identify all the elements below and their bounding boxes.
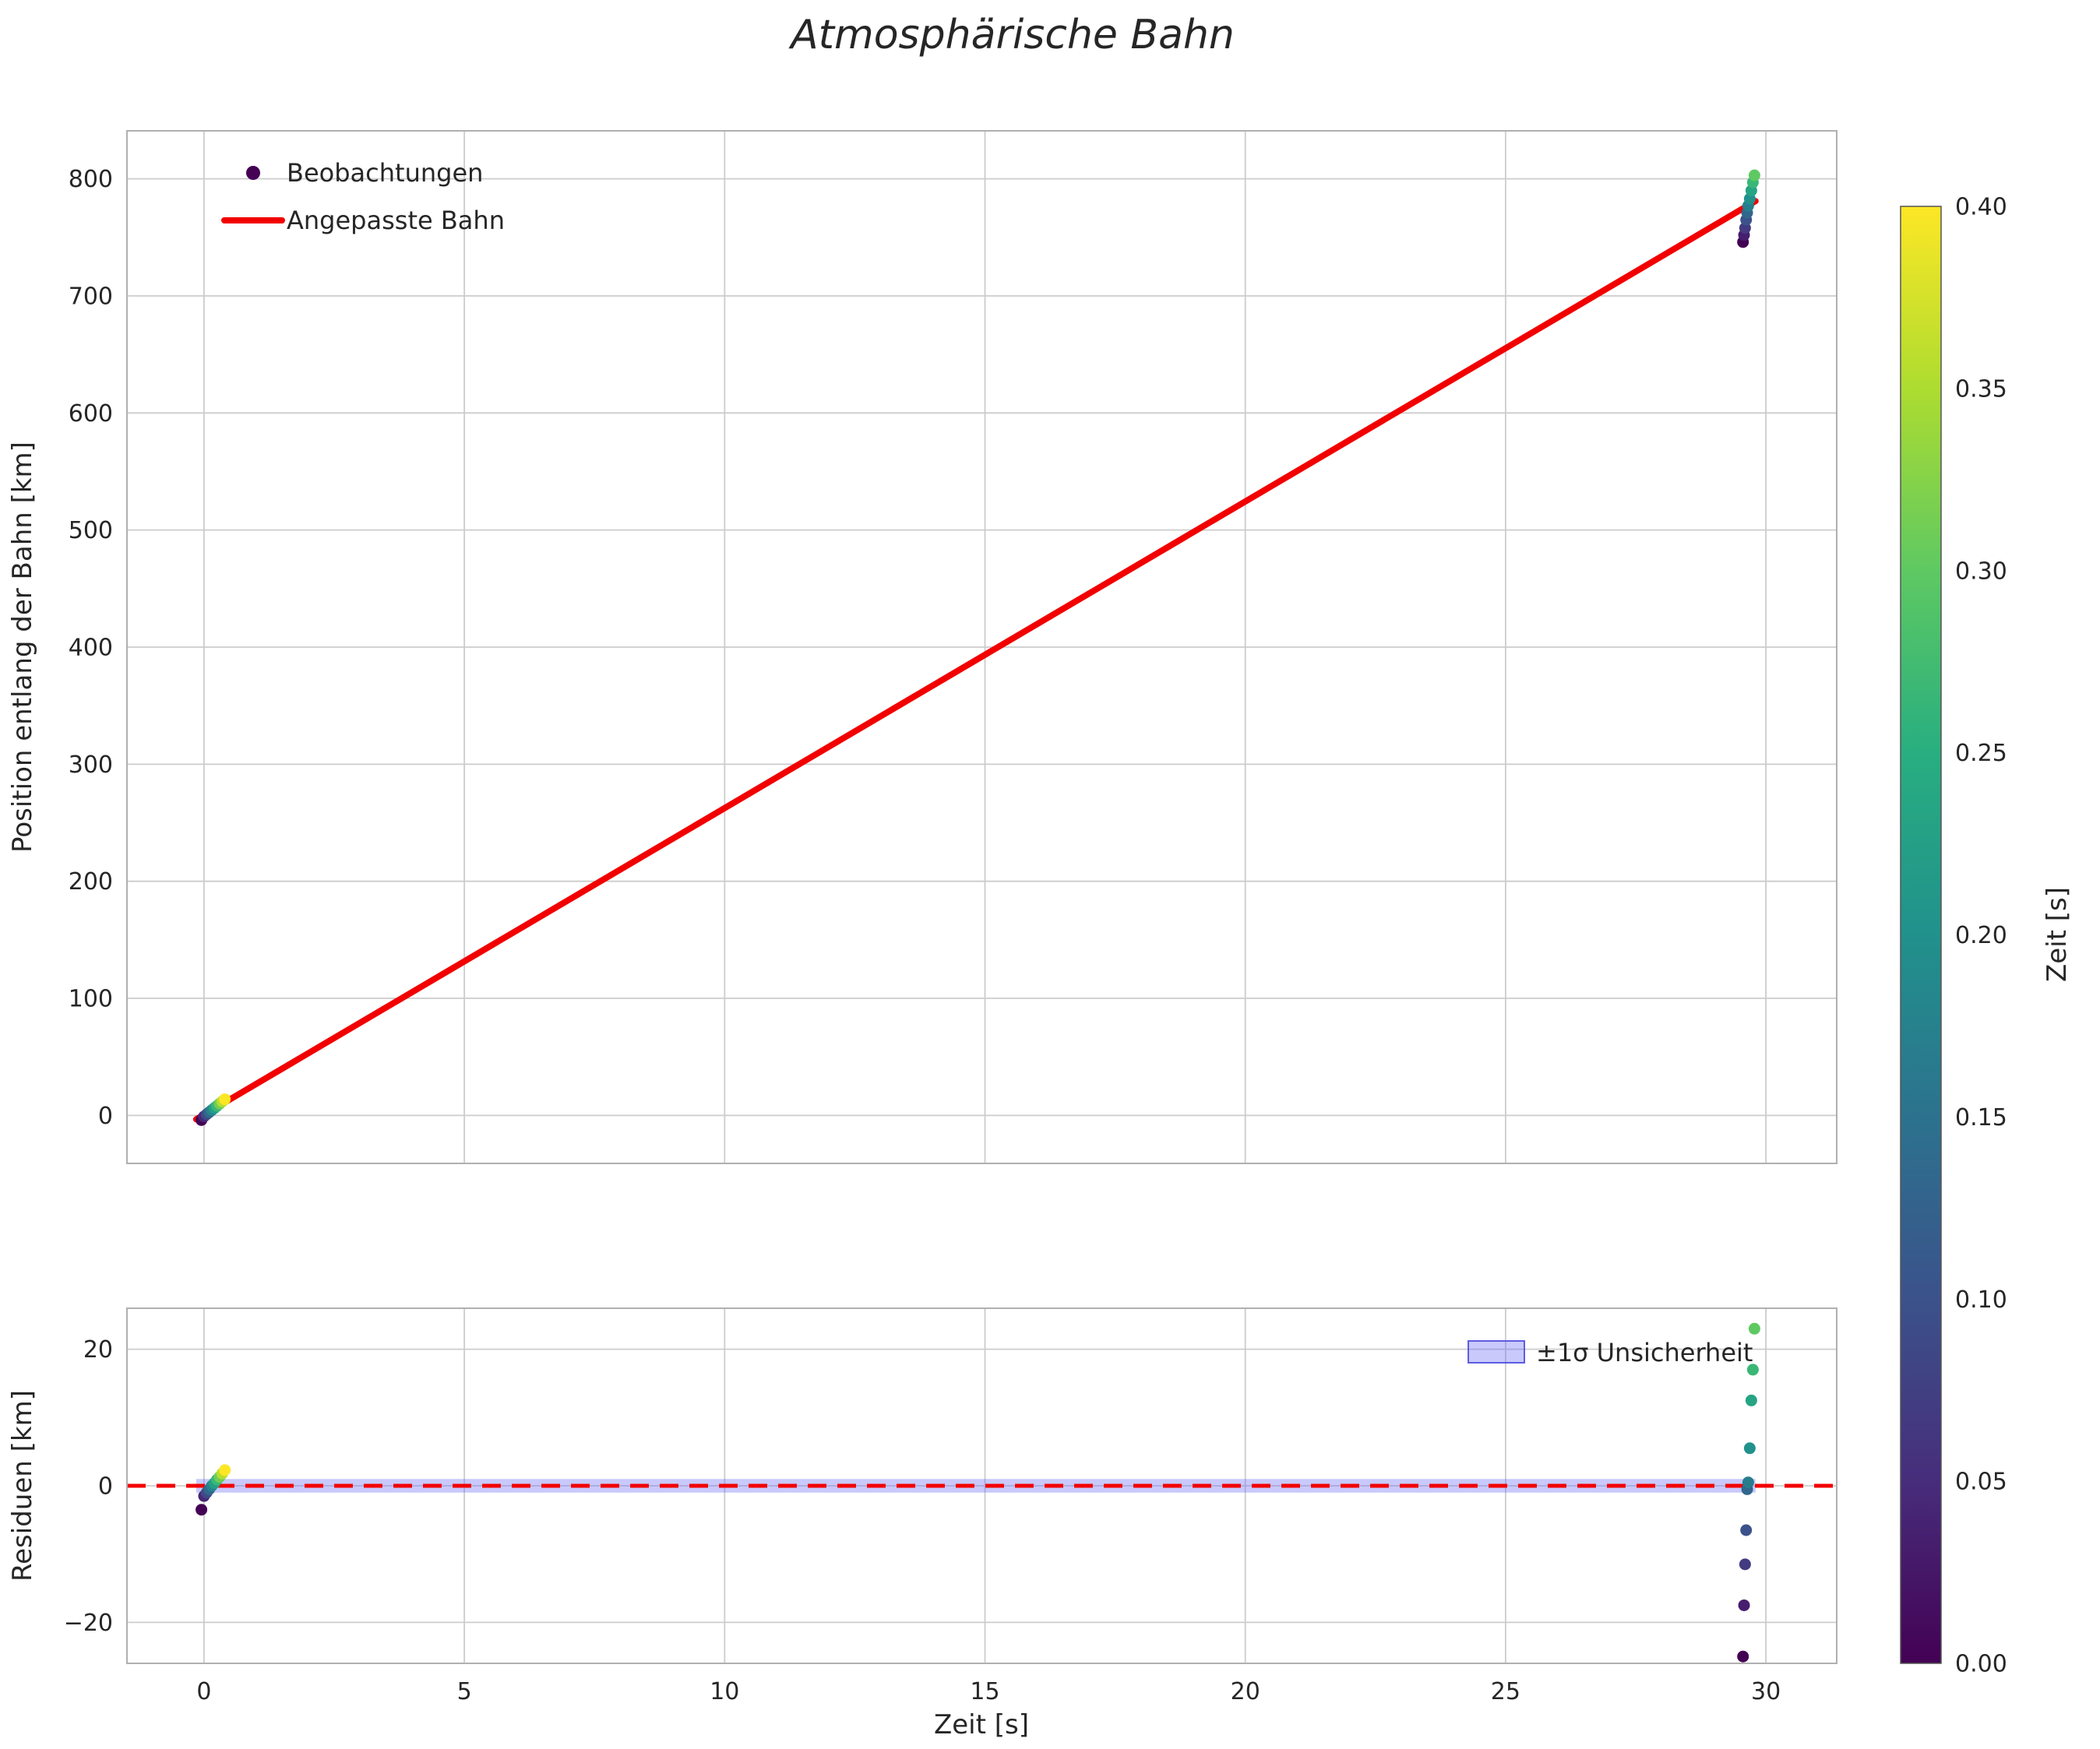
colorbar-tick-label: 0.35 — [1955, 375, 2007, 403]
uncertainty-band — [196, 1479, 1756, 1493]
position-panel-ytick-label: 0 — [98, 1103, 113, 1130]
figure-title: Atmosphärische Bahn — [788, 12, 1235, 58]
residual-panel-xtick-label: 5 — [457, 1678, 472, 1705]
position-panel-ytick-label: 800 — [69, 166, 113, 193]
residual-point — [1738, 1599, 1750, 1611]
residual-point — [196, 1504, 208, 1516]
residual-panel-ytick-label: −20 — [64, 1610, 113, 1637]
position-panel-ytick-label: 500 — [69, 517, 113, 544]
time-xlabel: Zeit [s] — [934, 1709, 1029, 1740]
colorbar-tick-label: 0.30 — [1955, 558, 2007, 585]
frame-layer — [126, 130, 1838, 1664]
position-ylabel: Position entlang der Bahn [km] — [7, 442, 38, 853]
legend-label-fit: Angepasste Bahn — [287, 206, 505, 235]
residual-panel-ytick-label: 0 — [98, 1473, 113, 1501]
observation-point — [1748, 169, 1760, 181]
colorbar-tick-label: 0.10 — [1955, 1286, 2007, 1314]
residual-panel-xtick-label: 0 — [196, 1678, 211, 1705]
data-layer — [127, 166, 1942, 1664]
position-panel-ytick-label: 600 — [69, 400, 113, 428]
position-panel-ytick-label: 700 — [69, 283, 113, 310]
position-panel-ytick-label: 300 — [69, 751, 113, 779]
residual-panel-frame — [126, 1307, 1838, 1664]
residual-panel-xtick-label: 15 — [970, 1678, 999, 1705]
colorbar-tick-label: 0.40 — [1955, 194, 2007, 221]
residual-panel-xtick-label: 25 — [1491, 1678, 1520, 1705]
residual-panel-xtick-label: 20 — [1231, 1678, 1260, 1705]
position-panel-ytick-label: 100 — [69, 986, 113, 1013]
position-panel-ytick-label: 200 — [69, 868, 113, 896]
residual-panel-xtick-label: 10 — [710, 1678, 739, 1705]
residual-panel-xtick-label: 30 — [1751, 1678, 1781, 1705]
residual-point — [1748, 1322, 1760, 1335]
residual-point — [1740, 1524, 1753, 1536]
colorbar-tick-label: 0.15 — [1955, 1104, 2007, 1131]
legend-label-uncertainty: ±1σ Unsicherheit — [1536, 1338, 1753, 1367]
position-panel-ytick-label: 400 — [69, 635, 113, 662]
colorbar-tick-label: 0.00 — [1955, 1651, 2007, 1678]
residual-point — [1743, 1442, 1756, 1455]
residual-ylabel: Residuen [km] — [7, 1390, 38, 1582]
residual-point — [1746, 1364, 1759, 1376]
colorbar-tick-label: 0.05 — [1955, 1469, 2007, 1496]
axes-backgrounds — [127, 131, 1837, 1663]
residual-point — [219, 1464, 231, 1476]
residual-point — [1745, 1394, 1757, 1406]
legend-marker-observations — [246, 166, 260, 180]
fit-line — [192, 198, 1759, 1123]
legend-label-observations: Beobachtungen — [287, 158, 483, 188]
residual-point — [1739, 1558, 1751, 1571]
residual-panel-ytick-label: 20 — [83, 1336, 113, 1364]
legend-patch-uncertainty — [1468, 1340, 1525, 1364]
colorbar-gradient — [1900, 206, 1942, 1664]
position-panel-frame — [126, 130, 1838, 1164]
colorbar-tick-label: 0.25 — [1955, 740, 2007, 767]
residual-point — [1742, 1476, 1754, 1489]
colorbar-label: Zeit [s] — [2042, 887, 2073, 982]
observation-point — [219, 1093, 231, 1106]
colorbar-tick-label: 0.20 — [1955, 922, 2007, 949]
residual-point — [1737, 1650, 1749, 1663]
